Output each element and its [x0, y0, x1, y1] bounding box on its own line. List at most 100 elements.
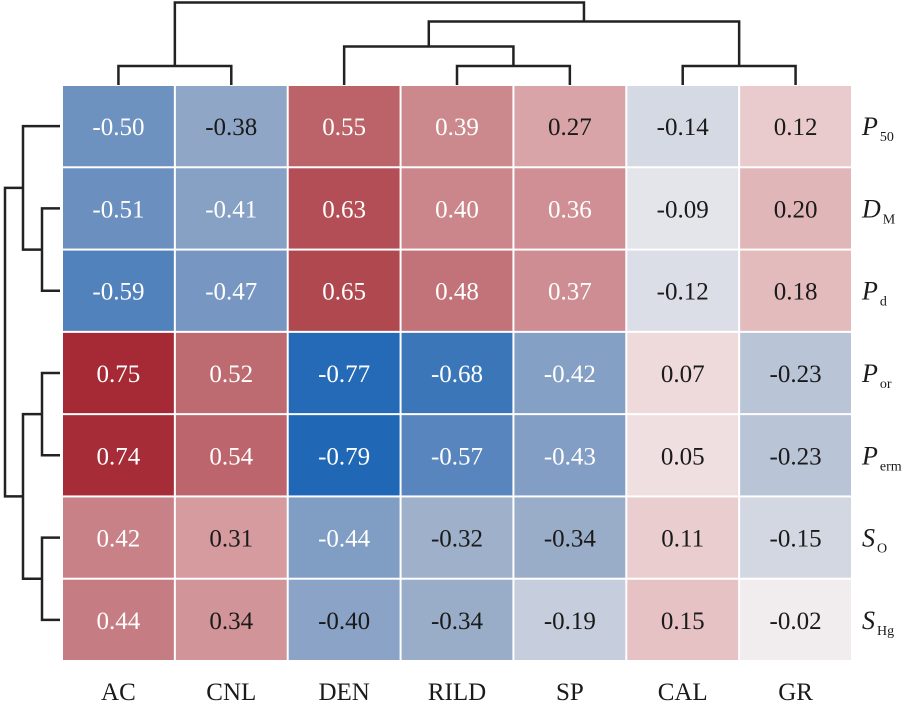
heatmap-cell [627, 497, 739, 578]
cell-value-label: -0.23 [770, 361, 822, 388]
cell-value-label: -0.51 [92, 196, 144, 223]
heatmap-cell [288, 415, 400, 496]
heatmap-cell [401, 415, 513, 496]
cell-value-label: -0.34 [544, 526, 597, 553]
column-label: GR [778, 679, 813, 705]
heatmap-cell [63, 168, 174, 249]
cell-value-label: -0.19 [544, 608, 596, 635]
cell-value-label: 0.18 [774, 279, 818, 306]
cell-value-label: 0.54 [209, 443, 253, 470]
dendrogram-branch [3, 186, 23, 498]
heatmap-cell [175, 497, 287, 578]
heatmap-cell [627, 415, 739, 496]
dendrogram-branch [681, 64, 797, 85]
heatmap-cell [175, 168, 287, 249]
heatmap-cell [288, 497, 400, 578]
cell-value-label: 0.40 [435, 196, 479, 223]
heatmap-cell [627, 250, 739, 331]
heatmap-cell [288, 168, 400, 249]
cell-value-label: -0.44 [318, 526, 371, 553]
dendrogram-branch [21, 412, 42, 580]
heatmap-cell [63, 497, 174, 578]
heatmap-cell [740, 332, 851, 414]
heatmap-cell [401, 168, 513, 249]
cell-value-label: 0.55 [322, 114, 366, 141]
heatmap-cell [288, 250, 400, 331]
cell-value-label: -0.77 [318, 361, 370, 388]
cell-value-label: 0.15 [661, 608, 705, 635]
heatmap-cell [514, 497, 626, 578]
cell-value-label: -0.59 [92, 279, 144, 306]
heatmap-cell [63, 332, 174, 414]
cell-value-label: -0.32 [431, 526, 483, 553]
heatmap-cell [175, 579, 287, 660]
row-label: P 50 [861, 112, 894, 145]
heatmap-cell [401, 497, 513, 578]
heatmap-cell [740, 86, 851, 167]
heatmap-cell [63, 86, 174, 167]
cell-value-label: 0.11 [661, 526, 704, 553]
heatmap-cell [514, 579, 626, 660]
cell-value-label: 0.65 [322, 279, 366, 306]
cell-value-label: 0.36 [548, 196, 592, 223]
dendrogram-branch [40, 207, 60, 292]
cell-value-label: 0.42 [97, 526, 141, 553]
cell-value-label: 0.74 [97, 443, 141, 470]
heatmap-cell [63, 579, 174, 660]
heatmap-cell [401, 250, 513, 331]
heatmap-cell [288, 86, 400, 167]
cell-value-label: -0.23 [770, 443, 822, 470]
heatmap-cell [627, 332, 739, 414]
dendrogram-branch [117, 64, 233, 85]
dendrogram-branch [455, 64, 572, 85]
dendrogram-branch [40, 371, 60, 457]
heatmap-cell [288, 579, 400, 660]
cell-value-label: 0.63 [322, 196, 366, 223]
cell-value-label: -0.38 [205, 114, 257, 141]
cell-value-label: -0.15 [770, 526, 822, 553]
cell-value-label: 0.07 [661, 361, 705, 388]
column-label: AC [101, 679, 136, 705]
heatmap-cell [514, 168, 626, 249]
cell-value-label: 0.75 [97, 361, 141, 388]
heatmap-cell [514, 332, 626, 414]
column-labels: AC CNL DEN RILD SP CAL GR [101, 679, 813, 705]
heatmap-cell [175, 250, 287, 331]
column-label: CNL [206, 679, 256, 705]
cell-value-label: 0.52 [209, 361, 253, 388]
cell-value-label: -0.02 [770, 608, 822, 635]
cell-value-label: -0.40 [318, 608, 370, 635]
column-label: CAL [658, 679, 708, 705]
heatmap-cell [401, 332, 513, 414]
cell-value-label: 0.37 [548, 279, 592, 306]
heatmap-cell [175, 415, 287, 496]
cell-value-label: -0.12 [657, 279, 709, 306]
cell-value-label: 0.05 [661, 443, 705, 470]
heatmap-cell [514, 86, 626, 167]
column-dendrogram [117, 1, 797, 85]
heatmap-cell [740, 168, 851, 249]
cell-value-label: -0.14 [657, 114, 710, 141]
heatmap-cell [63, 250, 174, 331]
heatmap-cell [627, 579, 739, 660]
cell-value-label: -0.68 [431, 361, 483, 388]
row-labels: P 50 D M P d P or P erm S O S Hg [861, 112, 902, 639]
cell-value-label: -0.57 [431, 443, 483, 470]
cell-value-label: 0.48 [435, 279, 479, 306]
row-label: S Hg [862, 606, 894, 639]
heatmap-cell [740, 415, 851, 496]
heatmap-cell [175, 332, 287, 414]
heatmap-cell [740, 579, 851, 660]
heatmap-cell [63, 415, 174, 496]
heatmap-cell [288, 332, 400, 414]
cell-value-label: 0.34 [209, 608, 253, 635]
cell-value-label: 0.39 [435, 114, 479, 141]
column-label: SP [556, 679, 584, 705]
heatmap-cell [514, 415, 626, 496]
cell-value-label: -0.50 [92, 114, 144, 141]
